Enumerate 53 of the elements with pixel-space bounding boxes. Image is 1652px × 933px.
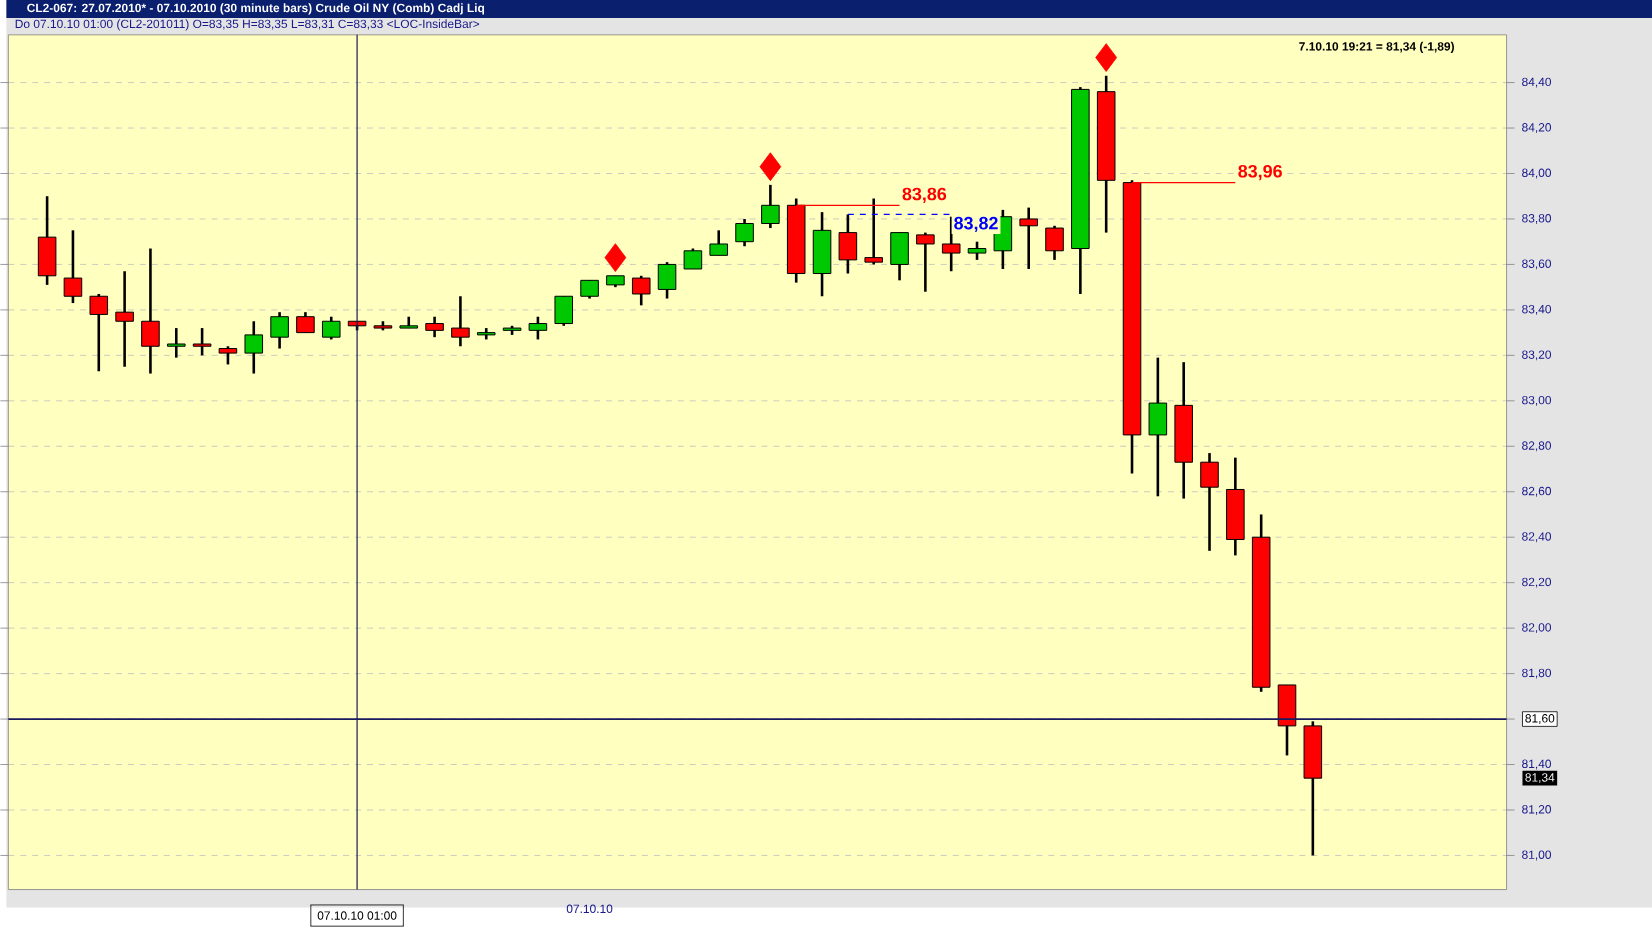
- candlestick: [967, 240, 987, 262]
- candlestick: [244, 319, 264, 375]
- chart-subtitle: Do 07.10.10 01:00 (CL2-201011) O=83,35 H=83,35 L=83,31 C=83,33 <LOC-InsideBar>: [15, 19, 480, 31]
- y-tick-label: 81,40: [1522, 759, 1552, 770]
- candlestick: [115, 269, 134, 368]
- candlestick: [425, 315, 444, 339]
- x-tick-label: 07.10.10: [566, 904, 613, 913]
- candlestick: [916, 231, 935, 293]
- y-tick-label: 83,20: [1522, 350, 1552, 361]
- text: 81,34: [1525, 773, 1555, 784]
- y-tick-label: 82,80: [1522, 441, 1552, 452]
- candlestick: [1045, 224, 1064, 262]
- annotation: 7.10.10 19:21 = 81,34 (-1,89): [1299, 41, 1454, 53]
- candlestick: [218, 344, 238, 366]
- candlestick: [89, 292, 109, 373]
- x-tick-label: 07.10.10 01:00: [317, 911, 397, 920]
- candlestick: [270, 310, 289, 350]
- y-tick-label: 83,60: [1522, 259, 1552, 270]
- candlestick: [63, 228, 83, 305]
- point: [1095, 43, 1118, 72]
- candlestick: [166, 326, 186, 359]
- ref-line-label: 81,60: [1525, 714, 1555, 724]
- y-tick-label: 84,00: [1522, 168, 1552, 179]
- point: [604, 243, 627, 272]
- candlestick: [296, 310, 315, 334]
- y-tick-label: 83,80: [1522, 213, 1552, 224]
- candlestick: [709, 228, 729, 257]
- y-tick-label: 82,60: [1522, 486, 1552, 497]
- candlestick: [735, 217, 754, 248]
- candlestick: [580, 278, 599, 300]
- candlestick: [683, 247, 703, 271]
- chart-title: CL2-067: 27.07.2010* - 07.10.2010 (30 minute bars) Crude Oil NY (Comb) Cadj Liq: [27, 3, 485, 15]
- point: [759, 152, 782, 181]
- candlestick: [1019, 206, 1038, 271]
- y-tick-label: 82,00: [1522, 623, 1552, 633]
- y-tick-label: 82,40: [1522, 532, 1552, 543]
- y-tick-label: 83,40: [1522, 304, 1552, 315]
- candlestick: [761, 183, 780, 230]
- y-tick-label: 81,80: [1522, 668, 1552, 679]
- y-tick-label: 81,00: [1522, 850, 1552, 861]
- y-tick-label: 84,20: [1522, 123, 1552, 133]
- candlestick: [451, 294, 470, 348]
- candlestick: [192, 326, 212, 357]
- ref-line-label: 83,96: [1238, 164, 1282, 181]
- candlestick: [631, 274, 651, 307]
- ref-line-label: 83,86: [902, 187, 947, 203]
- ref-line-label: 83,82: [954, 216, 998, 233]
- y-tick-label: 81,20: [1522, 804, 1552, 815]
- y-tick-label: 82,20: [1522, 577, 1552, 588]
- candlestick: [528, 315, 548, 341]
- candlestick: [321, 315, 341, 341]
- y-tick-label: 84,40: [1522, 77, 1552, 88]
- y-tick-label: 83,00: [1522, 395, 1552, 406]
